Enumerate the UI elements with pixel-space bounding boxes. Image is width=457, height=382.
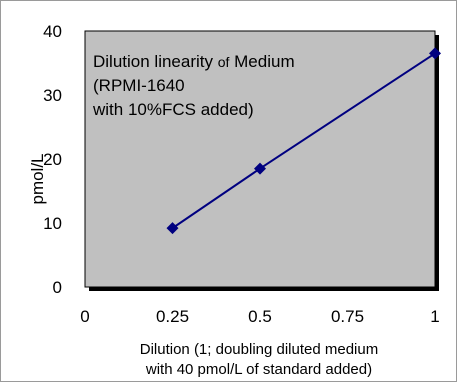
x-tick-label: 0 [80,307,89,326]
x-tick-label: 1 [430,307,439,326]
data-point-marker [254,162,266,175]
x-tick-label: 0.5 [248,307,272,326]
data-point-marker [429,47,441,60]
plot-area [84,30,436,288]
y-axis-ticks: 0 10 20 30 40 [43,22,62,297]
y-tick-label: 20 [43,150,62,169]
x-tick-label: 0.75 [331,307,364,326]
chart-title-line1-part1: Dilution linearity [93,52,218,71]
x-tick-label: 0.25 [156,307,189,326]
y-tick-label: 10 [43,214,62,233]
chart-title-line1-part3: Medium [229,52,294,71]
y-tick-label: 40 [43,22,62,41]
chart-title: Dilution linearity of Medium [93,52,295,71]
chart-title-line3: with 10%FCS added) [92,100,254,119]
y-tick-label: 0 [53,278,62,297]
x-axis-label-line1: Dilution (1; doubling diluted medium [140,341,378,358]
chart-title-line1-part2: of [218,54,230,70]
chart-title-line2: (RPMI-1640 [93,76,185,95]
x-axis-label-line2: with 40 pmol/L of standard added) [145,361,372,378]
series-layer [166,47,441,235]
y-axis-label: pmol/L [28,153,47,204]
x-axis-ticks: 0 0.25 0.5 0.75 1 [80,307,439,326]
y-tick-label: 30 [43,86,62,105]
data-point-marker [166,222,179,235]
